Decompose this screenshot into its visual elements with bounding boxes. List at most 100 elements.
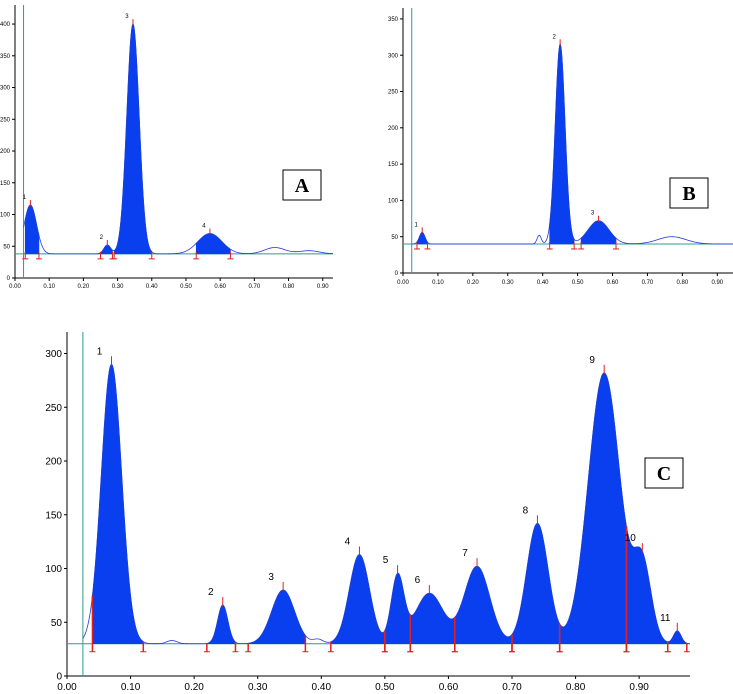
panel-b-x-tick-label: 0.30 (502, 280, 514, 286)
panel-c-y-tick-label: 150 (45, 510, 62, 521)
panel-b-y-tick-label: 200 (388, 126, 399, 132)
panel-a-x-tick-label: 0.70 (249, 284, 261, 290)
panel-c-peak-label: 3 (268, 572, 274, 583)
panel-b-badge-text: B (682, 183, 695, 205)
panel-b-y-tick-label: 250 (388, 90, 399, 96)
panel-b-x-tick-label: 0.40 (537, 280, 549, 286)
panel-b-y-tick-label: 150 (388, 162, 399, 168)
panel-b-y-tick-label: 50 (391, 235, 398, 241)
panel-a-peak-label: 4 (202, 224, 206, 230)
panel-a-y-tick-label: 300 (0, 86, 11, 92)
panel-c-x-tick-label: 0.00 (57, 682, 77, 693)
panel-c-badge-text: C (657, 463, 671, 485)
panel-a-peak-area-2 (100, 244, 113, 255)
panel-c-y-tick-label: 100 (45, 564, 62, 575)
panel-a-y-tick-label: 400 (0, 22, 11, 28)
panel-c-x-tick-label: 0.50 (375, 682, 395, 693)
panel-c-x-tick-label: 0.90 (629, 682, 649, 693)
panel-a-densitometry-trace (23, 23, 334, 255)
panel-c-y-tick-label: 300 (45, 349, 62, 360)
panel-b-y-tick-label: 100 (388, 198, 399, 204)
panel-a-trace (23, 23, 334, 255)
panel-c-peak-area-7 (454, 565, 513, 645)
panel-b-labels: 1 2 3 (415, 34, 595, 228)
panel-c-badge: C (644, 457, 684, 489)
panel-a-peak-label: 1 (23, 195, 27, 201)
panel-a-x-tick-label: 0.00 (9, 284, 21, 290)
panel-c-peak-label: 4 (345, 537, 351, 548)
panel-b-peak-label: 2 (552, 34, 556, 40)
panel-a-peak-label: 2 (100, 235, 104, 241)
panel-a-y-tick-label: 200 (0, 149, 11, 155)
panel-a-badge-text: A (295, 175, 310, 197)
panel-a-peak-area-1 (24, 204, 40, 255)
panel-c-peak-label: 8 (523, 505, 529, 516)
chart-panel-c: 0 50 100 150 200 250 300 0.00 0.10 0.20 0.30 0.40 0.… (45, 332, 691, 693)
panel-a-peak-label: 3 (125, 14, 129, 20)
panel-a-labels: 1 2 3 4 (23, 14, 207, 241)
panel-c-y-tick-label: 0 (56, 672, 62, 683)
panel-c-peak-label: 9 (589, 355, 595, 366)
panel-c-x-tick-label: 0.10 (121, 682, 141, 693)
panel-a-markers (22, 19, 234, 260)
panel-a-y-tick-label: 0 (7, 276, 11, 282)
panel-c-x-tick-label: 0.80 (566, 682, 586, 693)
panel-c-peak-label: 6 (415, 575, 421, 586)
panel-b-x-tick-label: 0.10 (432, 280, 444, 286)
panel-b-x-tick-label: 0.90 (711, 280, 723, 286)
panel-a-x-tick-label: 0.40 (146, 284, 158, 290)
panel-a-peak-area-3 (113, 23, 153, 255)
panel-a-x-tick-label: 0.30 (112, 284, 124, 290)
panel-c-trace (82, 363, 691, 645)
panel-a-x-tick-label: 0.80 (283, 284, 295, 290)
panel-c-peak-area-1 (92, 363, 144, 645)
panel-b-x-tick-label: 0.80 (677, 280, 689, 286)
panel-c-peak-area-6 (409, 592, 456, 645)
chart-panel-b: 0 50 100 150 200 250 300 350 0.00 0.10 0.20 0.30 0.4… (388, 8, 733, 286)
panel-b-trace (411, 43, 733, 245)
panel-c-y-tick-label: 50 (51, 618, 63, 629)
panel-a-x-tick-label: 0.60 (214, 284, 226, 290)
panel-a-x-tick-label: 0.90 (317, 284, 329, 290)
panel-b-peak-area-2 (549, 43, 575, 245)
panel-b-badge: B (669, 177, 709, 209)
panel-a-badge: A (282, 169, 322, 201)
panel-a-axes: 0 50 100 150 200 250 300 350 400 0.00 0.10 0.20 0.30… (0, 5, 333, 290)
panel-c-peak-area-11 (667, 630, 688, 645)
panel-b-x-tick-label: 0.70 (642, 280, 654, 286)
panel-c-x-tick-label: 0.20 (184, 682, 204, 693)
panel-a-y-tick-label: 100 (0, 213, 11, 219)
panel-c-x-tick-label: 0.40 (312, 682, 332, 693)
panel-a-y-tick-label: 50 (3, 244, 10, 250)
panel-c-peak-area-8 (511, 523, 560, 645)
panel-c-peak-label: 11 (660, 613, 671, 624)
panel-b-peak-label: 3 (591, 211, 595, 217)
panel-c-markers (89, 356, 690, 653)
panel-a-y-tick-label: 150 (0, 181, 11, 187)
panel-c-peak-label: 7 (462, 548, 468, 559)
panel-a-y-tick-label: 350 (0, 54, 11, 60)
panel-b-densitometry-trace (411, 43, 733, 245)
panel-c-x-tick-label: 0.60 (439, 682, 459, 693)
panel-a-x-tick-label: 0.50 (180, 284, 192, 290)
panel-b-y-tick-label: 350 (388, 17, 399, 23)
panel-c-peak-label: 5 (383, 555, 389, 566)
panel-b-peak-label: 1 (415, 222, 419, 228)
panel-a-fills (24, 23, 231, 255)
panel-c-peak-label: 1 (97, 346, 103, 357)
panel-c-labels: 1 2 3 4 5 6 7 8 9 10 11 (97, 346, 671, 624)
panel-c-peak-area-4 (330, 554, 386, 645)
panel-c-peak-area-9 (559, 372, 627, 645)
panel-b-x-tick-label: 0.00 (397, 280, 409, 286)
panel-c-peak-label: 10 (625, 533, 637, 544)
panel-c-fills (92, 363, 688, 645)
panel-c-peak-area-5 (384, 572, 411, 645)
panel-c-peak-area-2 (206, 604, 236, 645)
panel-b-x-tick-label: 0.20 (467, 280, 479, 286)
panel-c-y-tick-label: 200 (45, 457, 62, 468)
panel-a-peak-area-4 (195, 233, 231, 255)
panel-b-markers (413, 39, 620, 250)
panel-a-y-tick-label: 250 (0, 117, 11, 123)
panel-b-fills (416, 43, 617, 245)
panel-a-x-tick-label: 0.20 (78, 284, 90, 290)
